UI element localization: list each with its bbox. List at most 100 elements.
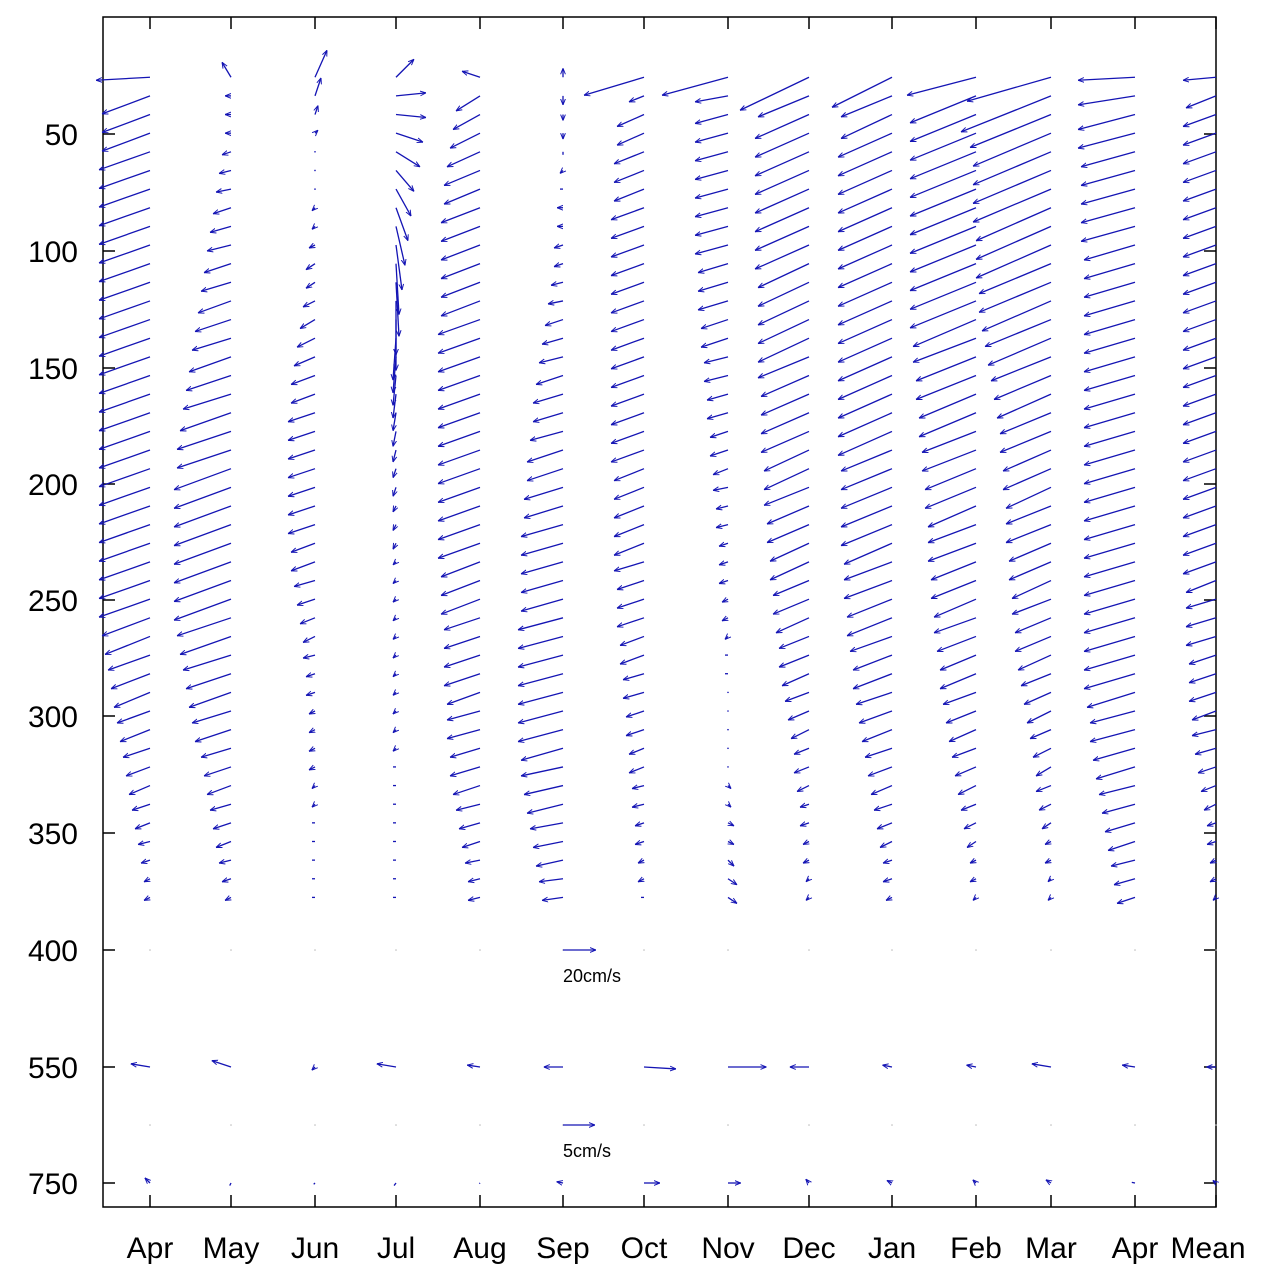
velocity-arrow: [195, 318, 232, 332]
velocity-arrow: [976, 225, 1052, 260]
velocity-arrow: [719, 581, 729, 584]
velocity-arrow: [1183, 132, 1217, 145]
velocity-arrow: [764, 449, 810, 472]
velocity-arrow: [1183, 561, 1217, 574]
velocity-arrow: [695, 151, 729, 161]
velocity-arrow: [294, 356, 316, 367]
velocity-arrow: [1183, 300, 1217, 313]
velocity-arrow: [542, 337, 564, 344]
velocity-arrow: [1192, 729, 1217, 736]
velocity-arrow: [910, 207, 977, 236]
velocity-arrow: [291, 542, 316, 552]
velocity-arrow-750: [557, 1182, 564, 1183]
velocity-arrow: [315, 130, 318, 133]
velocity-arrow: [135, 822, 151, 830]
velocity-arrow: [1084, 635, 1136, 651]
velocity-arrow: [438, 542, 481, 558]
velocity-arrow: [1183, 449, 1217, 462]
velocity-arrow: [611, 318, 645, 332]
velocity-arrow: [144, 879, 150, 883]
velocity-arrow: [707, 393, 729, 400]
velocity-arrow: [99, 151, 151, 170]
velocity-arrow: [841, 468, 893, 491]
velocity-arrow: [174, 486, 232, 508]
velocity-arrow: [222, 879, 232, 882]
velocity-arrow: [288, 412, 316, 422]
velocity-arrow: [838, 300, 893, 326]
x-tick-label: Aug: [453, 1232, 506, 1265]
grid-dot: [1134, 1124, 1136, 1126]
velocity-arrow: [288, 468, 316, 478]
velocity-arrow: [1114, 878, 1136, 885]
velocity-arrow: [126, 766, 151, 776]
velocity-arrow: [102, 617, 151, 636]
velocity-arrow: [838, 151, 893, 177]
velocity-arrow: [611, 356, 645, 369]
velocity-arrow: [554, 264, 564, 267]
velocity-arrow: [937, 635, 977, 653]
velocity-arrow: [174, 542, 232, 564]
velocity-arrow: [946, 710, 977, 724]
y-tick-label: 250: [28, 585, 78, 618]
velocity-arrow: [614, 188, 645, 202]
velocity-arrow: [1183, 337, 1217, 350]
velocity-arrow: [841, 113, 893, 140]
velocity-arrow: [988, 337, 1052, 366]
velocity-arrow: [539, 356, 564, 363]
x-tick-label: Mar: [1025, 1232, 1077, 1265]
velocity-arrow: [1081, 169, 1136, 185]
velocity-arrow: [393, 748, 396, 751]
velocity-arrow: [838, 337, 893, 363]
velocity-arrow: [886, 897, 892, 901]
velocity-arrow: [704, 356, 729, 363]
velocity-arrow: [1033, 747, 1052, 758]
velocity-arrow: [438, 393, 481, 409]
velocity-arrow: [393, 449, 396, 462]
velocity-arrow: [973, 188, 1052, 223]
velocity-arrow: [1006, 524, 1052, 544]
velocity-arrow: [186, 673, 232, 689]
velocity-arrow: [785, 691, 810, 701]
velocity-arrow: [1099, 784, 1136, 795]
velocity-arrow: [99, 374, 151, 393]
velocity-arrow: [722, 618, 728, 622]
grid-dot: [395, 1124, 397, 1126]
velocity-arrow: [219, 860, 232, 863]
velocity-arrow: [222, 62, 232, 78]
grid-dot: [643, 949, 645, 951]
velocity-arrow: [758, 281, 810, 307]
velocity-arrow: [758, 95, 810, 118]
velocity-arrow: [982, 300, 1052, 332]
velocity-arrow: [99, 169, 151, 188]
velocity-arrow: [438, 318, 481, 335]
velocity-arrow: [925, 486, 977, 509]
velocity-arrow: [438, 412, 481, 428]
velocity-arrow: [462, 71, 481, 78]
velocity-arrow: [186, 374, 232, 390]
velocity-arrow: [180, 635, 232, 654]
velocity-arrow: [1084, 318, 1136, 335]
velocity-arrow: [1183, 281, 1217, 294]
velocity-arrow: [207, 244, 232, 251]
velocity-arrow: [444, 188, 481, 205]
velocity-arrow: [910, 281, 977, 310]
velocity-arrow: [940, 673, 977, 690]
velocity-arrow: [1084, 542, 1136, 558]
velocity-arrow: [1084, 244, 1136, 260]
velocity-arrow: [632, 804, 645, 807]
velocity-arrow: [985, 318, 1052, 348]
velocity-arrow: [695, 113, 729, 124]
velocity-arrow: [874, 803, 893, 810]
velocity-arrow: [1078, 95, 1136, 105]
velocity-arrow: [838, 132, 893, 158]
velocity-arrow: [392, 525, 396, 531]
velocity-arrow: [1093, 747, 1136, 760]
velocity-arrow: [99, 579, 151, 599]
velocity-arrow: [704, 374, 729, 381]
velocity-arrow: [288, 430, 316, 440]
velocity-arrow: [314, 188, 316, 190]
velocity-arrow: [713, 487, 729, 490]
grid-dot: [891, 949, 893, 951]
velocity-arrow: [838, 430, 893, 457]
velocity-arrow: [695, 225, 729, 235]
